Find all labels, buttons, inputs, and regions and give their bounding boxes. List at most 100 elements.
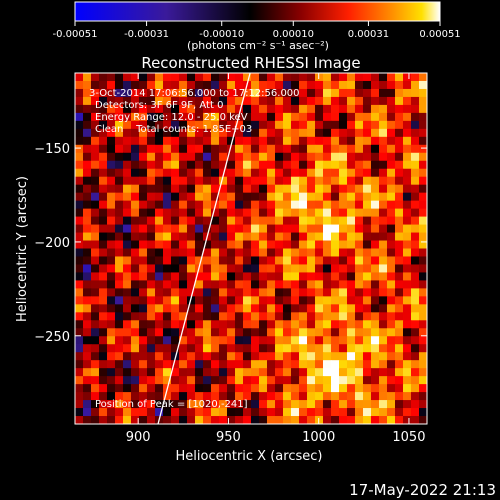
heatmap-cell	[363, 104, 372, 114]
heatmap-cell	[363, 240, 372, 249]
heatmap-cell	[107, 400, 116, 409]
heatmap-cell	[115, 112, 124, 122]
heatmap-cell	[379, 344, 388, 353]
heatmap-cell	[331, 376, 340, 385]
heatmap-cell	[267, 136, 276, 146]
heatmap-cell	[243, 288, 252, 297]
heatmap-cell	[419, 328, 427, 337]
heatmap-cell	[203, 73, 212, 82]
heatmap-cell	[419, 304, 427, 313]
heatmap-cell	[371, 416, 380, 424]
heatmap-cell	[219, 400, 228, 409]
heatmap-cell	[91, 208, 100, 218]
heatmap-cell	[299, 304, 308, 313]
heatmap-cell	[419, 264, 427, 273]
heatmap-cell	[403, 120, 412, 130]
heatmap-cell	[219, 264, 228, 273]
heatmap-cell	[203, 408, 212, 417]
heatmap-cell	[259, 192, 268, 202]
heatmap-cell	[227, 208, 236, 218]
heatmap-cell	[387, 240, 396, 249]
heatmap-cell	[395, 304, 404, 313]
heatmap-cell	[403, 144, 412, 154]
heatmap-cell	[171, 96, 180, 106]
heatmap-cell	[323, 304, 332, 313]
heatmap-cell	[283, 128, 292, 138]
heatmap-cell	[339, 240, 348, 249]
heatmap-cell	[275, 136, 284, 146]
heatmap-cell	[419, 336, 427, 345]
heatmap-cell	[211, 408, 220, 417]
heatmap-cell	[363, 152, 372, 162]
heatmap-cell	[347, 288, 356, 297]
heatmap-cell	[403, 216, 412, 226]
heatmap-cell	[195, 112, 204, 122]
heatmap-cell	[419, 416, 427, 424]
heatmap-cell	[243, 320, 252, 329]
heatmap-cell	[411, 80, 420, 90]
heatmap-cell	[371, 376, 380, 385]
heatmap-cell	[179, 264, 188, 273]
heatmap-cell	[291, 192, 300, 202]
heatmap-cell	[323, 144, 332, 154]
heatmap-cell	[99, 368, 108, 377]
heatmap-cell	[331, 216, 340, 226]
heatmap-cell	[267, 168, 276, 178]
heatmap-cell	[147, 344, 156, 353]
heatmap-cell	[107, 200, 116, 210]
heatmap-cell	[403, 168, 412, 178]
heatmap-cell	[235, 304, 244, 313]
heatmap-cell	[195, 336, 204, 345]
heatmap-cell	[163, 160, 172, 170]
heatmap-cell	[355, 136, 364, 146]
heatmap-cell	[187, 184, 196, 194]
heatmap-cell	[131, 296, 140, 305]
heatmap-cell	[275, 344, 284, 353]
heatmap-cell	[131, 152, 140, 162]
heatmap-cell	[419, 400, 427, 409]
heatmap-cell	[275, 392, 284, 401]
heatmap-cell	[339, 280, 348, 289]
heatmap-cell	[267, 160, 276, 170]
heatmap-cell	[339, 264, 348, 273]
heatmap-cell	[219, 256, 228, 265]
heatmap-cell	[187, 296, 196, 305]
heatmap-cell	[267, 296, 276, 305]
heatmap-cell	[123, 344, 132, 353]
heatmap-cell	[155, 136, 164, 146]
heatmap-cell	[347, 400, 356, 409]
heatmap-cell	[91, 320, 100, 329]
heatmap-cell	[275, 264, 284, 273]
heatmap-cell	[107, 120, 116, 130]
heatmap-cell	[283, 312, 292, 321]
heatmap-cell	[379, 408, 388, 417]
heatmap-cell	[403, 208, 412, 218]
heatmap-cell	[195, 288, 204, 297]
heatmap-cell	[219, 160, 228, 170]
heatmap-cell	[379, 136, 388, 146]
heatmap-cell	[75, 232, 84, 242]
heatmap-cell	[99, 136, 108, 146]
heatmap-cell	[283, 384, 292, 393]
heatmap-cell	[371, 248, 380, 257]
heatmap-cell	[139, 160, 148, 170]
heatmap-cell	[227, 304, 236, 313]
heatmap-cell	[139, 408, 148, 417]
heatmap-cell	[339, 184, 348, 194]
heatmap-cell	[355, 152, 364, 162]
heatmap-cell	[147, 208, 156, 218]
heatmap-cell	[419, 120, 427, 130]
heatmap-cell	[267, 200, 276, 210]
heatmap-cell	[387, 224, 396, 234]
heatmap-cell	[259, 208, 268, 218]
heatmap-cell	[179, 416, 188, 424]
heatmap-cell	[179, 208, 188, 218]
heatmap-cell	[411, 248, 420, 257]
heatmap-cell	[347, 248, 356, 257]
heatmap-cell	[267, 104, 276, 114]
heatmap-cell	[299, 160, 308, 170]
heatmap-cell	[323, 344, 332, 353]
heatmap-cell	[347, 216, 356, 226]
heatmap-cell	[115, 192, 124, 202]
heatmap-cell	[347, 120, 356, 130]
